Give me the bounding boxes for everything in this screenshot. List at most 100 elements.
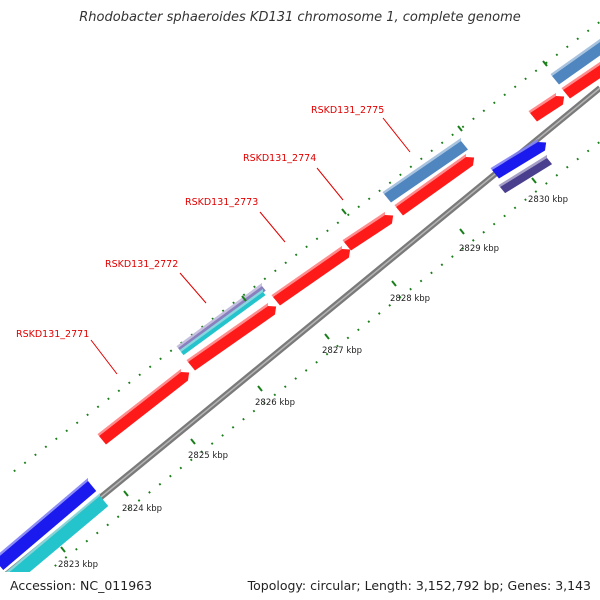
- gene-label-group: RSKD131_2771 RSKD131_2772 RSKD131_2773 R…: [16, 105, 384, 340]
- tick-mark-upper: [457, 125, 463, 132]
- track-dot: [555, 173, 559, 177]
- track-dot: [189, 458, 193, 462]
- track-dot: [263, 277, 267, 281]
- gene-steelblue-right[interactable]: [552, 42, 600, 85]
- gene-rskd131-2771[interactable]: [99, 372, 190, 445]
- gene-rskd131-2775[interactable]: [384, 141, 468, 203]
- track-dot: [597, 21, 600, 25]
- track-dot: [565, 165, 569, 169]
- gene-rskd131-2774[interactable]: [344, 215, 394, 251]
- track-dot: [106, 523, 110, 527]
- track-dot: [44, 445, 48, 449]
- track-dot: [96, 405, 100, 409]
- track-dot: [367, 320, 371, 323]
- pointer-2774: [316, 167, 344, 201]
- gene-forward-right-2-top: [561, 61, 600, 90]
- tick-mark-upper: [241, 295, 247, 302]
- track-dot: [409, 287, 412, 291]
- track-dot: [75, 547, 78, 551]
- tick-label-2827: 2827 kbp: [322, 346, 362, 356]
- track-dot: [294, 377, 298, 380]
- track-dot: [148, 365, 152, 369]
- track-dot: [534, 69, 538, 73]
- track-dot: [273, 393, 277, 397]
- gene-label-rskd131-2775[interactable]: RSKD131_2775: [311, 105, 384, 116]
- track-dot: [148, 491, 151, 494]
- pointer-2775: [382, 117, 411, 153]
- track-dot: [34, 453, 37, 457]
- gene-rskd131-2773[interactable]: [273, 249, 351, 306]
- gene-label-rskd131-2771[interactable]: RSKD131_2771: [16, 329, 89, 340]
- kbp-tick-group: 2823 kbp 2824 kbp 2825 kbp 2826 kbp 2827…: [58, 60, 568, 570]
- track-dot: [253, 285, 256, 289]
- track-dot: [451, 133, 454, 137]
- tick-mark-upper: [542, 60, 548, 67]
- track-dot: [513, 206, 517, 210]
- track-dot: [461, 125, 465, 129]
- track-dot: [419, 157, 423, 161]
- gene-rskd131-2771-top: [97, 368, 182, 436]
- gene-rskd131-2775-top: [382, 137, 462, 194]
- gene-slate-2830[interactable]: [500, 158, 553, 194]
- track-dot: [503, 93, 507, 97]
- track-dot: [252, 409, 256, 413]
- track-dot: [367, 197, 371, 201]
- gene-blue-lower-left[interactable]: [0, 481, 97, 571]
- gene-blue-2830[interactable]: [492, 142, 547, 179]
- gene-rskd131-2772[interactable]: [188, 306, 277, 371]
- track-dot: [398, 295, 402, 299]
- track-dot: [357, 205, 361, 209]
- tick-mark: [531, 177, 537, 184]
- tick-label-2824: 2824 kbp: [122, 504, 162, 514]
- track-dot: [482, 230, 486, 234]
- track-dot: [95, 531, 99, 535]
- track-dot: [503, 214, 506, 218]
- gene-rskd131-2773-top: [271, 245, 343, 297]
- gene-rskd131-2772-cyan-top: [179, 288, 264, 352]
- gene-cyan-lower-left[interactable]: [0, 496, 109, 591]
- track-dot: [586, 149, 590, 153]
- track-dot: [86, 413, 89, 417]
- track-dot: [13, 469, 16, 473]
- track-dot: [23, 461, 27, 465]
- track-dot: [357, 328, 360, 332]
- gene-label-rskd131-2773[interactable]: RSKD131_2773: [185, 197, 258, 208]
- track-dot: [159, 357, 162, 361]
- track-dot: [65, 429, 69, 433]
- gene-rskd131-2775-forward[interactable]: [396, 157, 475, 216]
- gene-forward-right-2[interactable]: [563, 65, 600, 99]
- track-dot: [336, 344, 339, 348]
- track-dot: [294, 253, 298, 257]
- track-dot: [210, 442, 214, 445]
- gene-rskd131-2772-cyan[interactable]: [181, 292, 266, 356]
- track-dot: [419, 279, 423, 283]
- track-dot: [64, 556, 68, 559]
- tick-label-2823: 2823 kbp: [58, 560, 98, 570]
- track-dot: [200, 450, 204, 454]
- track-dot: [315, 360, 318, 364]
- gene-label-rskd131-2772[interactable]: RSKD131_2772: [105, 259, 178, 270]
- track-dot: [440, 263, 444, 267]
- pointer-2771: [90, 339, 118, 375]
- gene-forward-right-1[interactable]: [530, 96, 565, 122]
- gene-steelblue-right-top: [550, 38, 600, 76]
- lower-track-dots: [33, 141, 600, 584]
- track-dot: [242, 293, 246, 297]
- track-dot: [242, 417, 245, 421]
- track-dot: [137, 499, 141, 502]
- track-dot: [169, 474, 172, 478]
- track-dot: [388, 181, 392, 185]
- track-dot: [492, 222, 496, 226]
- track-dot: [565, 45, 569, 49]
- track-dot: [117, 389, 121, 393]
- track-dot: [304, 369, 308, 372]
- tick-mark-upper: [341, 208, 347, 215]
- track-dot: [472, 117, 475, 121]
- track-dot: [315, 237, 319, 241]
- gene-label-rskd131-2774[interactable]: RSKD131_2774: [243, 153, 316, 164]
- track-dot: [576, 37, 580, 41]
- track-dot: [221, 434, 224, 437]
- gene-rskd131-2775-forward-top: [394, 153, 467, 207]
- track-dot: [107, 397, 110, 401]
